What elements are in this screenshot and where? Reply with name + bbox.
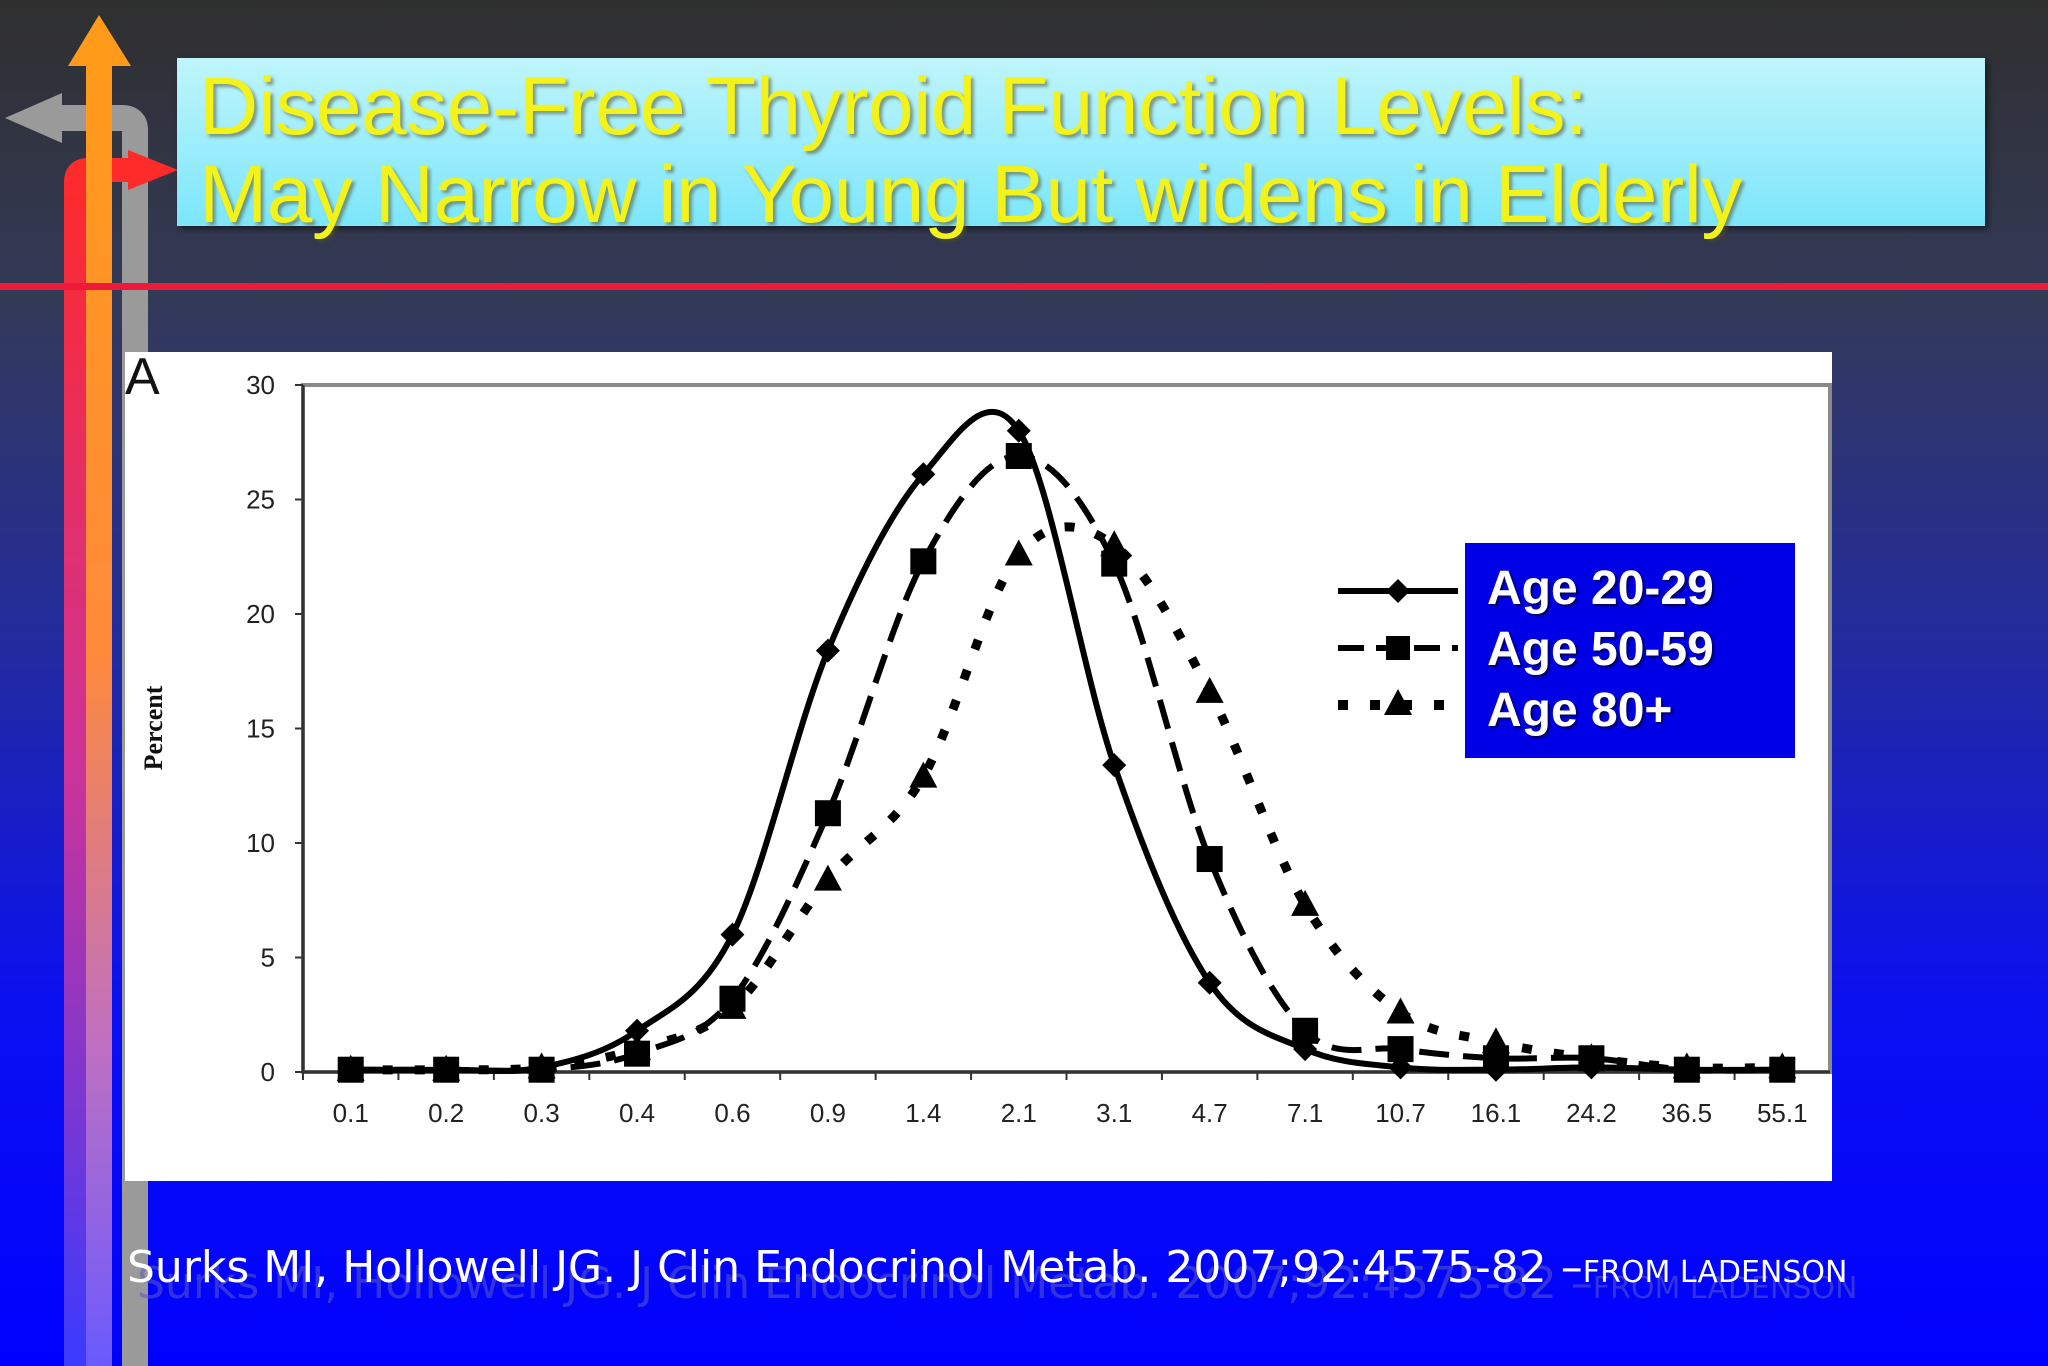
legend-markers xyxy=(1338,579,1458,715)
data-point-square xyxy=(910,548,937,575)
orange-arrow-icon xyxy=(86,62,112,1366)
title-line-1: Disease-Free Thyroid Function Levels: xyxy=(199,61,1588,152)
x-tick-label: 0.9 xyxy=(810,1098,846,1128)
x-tick-label: 16.1 xyxy=(1471,1098,1522,1128)
data-point-triangle xyxy=(623,1034,652,1061)
y-axis-title: Percent xyxy=(139,685,168,770)
title-line-2: May Narrow in Young But widens in Elderl… xyxy=(199,149,1742,240)
data-point-diamond xyxy=(1102,753,1127,778)
data-point-triangle xyxy=(336,1054,365,1081)
y-tick-label: 10 xyxy=(246,828,275,858)
data-point-diamond xyxy=(1388,1055,1413,1080)
y-tick-label: 30 xyxy=(246,370,275,400)
y-tick-label: 20 xyxy=(246,599,275,629)
citation-text: Surks MI, Hollowell JG. J Clin Endocrino… xyxy=(127,1242,1583,1293)
red-rule xyxy=(0,283,2048,290)
data-point-triangle xyxy=(432,1054,461,1081)
data-point-square xyxy=(1005,442,1032,469)
data-point-diamond xyxy=(911,462,936,487)
x-tick-label: 0.4 xyxy=(619,1098,655,1128)
data-point-diamond xyxy=(720,922,745,947)
title-box: Disease-Free Thyroid Function Levels: Ma… xyxy=(177,58,1985,240)
legend-triangle-marker xyxy=(1384,689,1412,715)
gray-arrowhead-icon xyxy=(5,93,62,143)
x-tick-label: 24.2 xyxy=(1566,1098,1617,1128)
x-tick-label: 0.1 xyxy=(333,1098,369,1128)
data-point-triangle xyxy=(909,761,938,788)
x-tick-label: 10.7 xyxy=(1375,1098,1426,1128)
legend-label-age-50-59: Age 50-59 xyxy=(1487,623,1714,676)
citation-shadow: Surks MI, Hollowell JG. J Clin Endocrino… xyxy=(137,1258,1857,1309)
y-tick-label: 15 xyxy=(246,714,275,744)
legend-label-age-80: Age 80+ xyxy=(1487,684,1673,737)
data-point-triangle xyxy=(1004,539,1033,566)
data-point-triangle xyxy=(1577,1043,1606,1070)
gray-arrow-icon xyxy=(62,105,148,1366)
data-point-triangle xyxy=(1291,889,1320,916)
x-tick-label: 4.7 xyxy=(1192,1098,1228,1128)
legend: Age 20-29 Age 50-59 Age 80+ xyxy=(1465,543,1795,758)
x-tick-label: 3.1 xyxy=(1096,1098,1132,1128)
data-point-triangle xyxy=(1672,1052,1701,1079)
data-point-triangle xyxy=(1386,997,1415,1024)
data-point-triangle xyxy=(1100,530,1129,557)
citation-shadow-text: Surks MI, Hollowell JG. J Clin Endocrino… xyxy=(137,1258,1593,1309)
data-point-triangle xyxy=(1481,1027,1510,1054)
data-point-triangle xyxy=(1768,1052,1797,1079)
x-tick-label: 0.6 xyxy=(714,1098,750,1128)
pink-arrowhead-icon xyxy=(128,150,178,190)
data-point-diamond xyxy=(625,1018,650,1043)
x-tick-label: 0.3 xyxy=(524,1098,560,1128)
data-point-diamond xyxy=(815,638,840,663)
x-tick-label: 36.5 xyxy=(1662,1098,1713,1128)
data-point-square xyxy=(1292,1017,1319,1044)
chart-panel: 0 5 10 15 20 25 30 0.1 0.2 0.3 0.4 0.6 0.9 1.4 2.1 3.1 4… xyxy=(125,352,1832,1181)
data-point-triangle xyxy=(1195,676,1224,703)
data-point-diamond xyxy=(1006,418,1031,443)
panel-label: A xyxy=(125,352,160,406)
data-point-triangle xyxy=(718,992,747,1019)
y-tick-label: 5 xyxy=(261,943,275,973)
data-point-triangle xyxy=(813,864,842,891)
citation: Surks MI, Hollowell JG. J Clin Endocrino… xyxy=(127,1242,1847,1293)
data-point-square xyxy=(814,800,841,827)
data-point-diamond xyxy=(1197,970,1222,995)
data-point-square xyxy=(1196,846,1223,873)
citation-from: FROM LADENSON xyxy=(1582,1255,1848,1290)
data-point-square xyxy=(1387,1036,1414,1063)
y-tick-label: 0 xyxy=(261,1057,275,1087)
x-tick-label: 2.1 xyxy=(1001,1098,1037,1128)
citation-shadow-from: FROM LADENSON xyxy=(1592,1271,1858,1306)
legend-square-marker xyxy=(1386,636,1410,660)
legend-diamond-marker xyxy=(1386,579,1410,603)
x-tick-label: 55.1 xyxy=(1757,1098,1808,1128)
data-point-triangle xyxy=(527,1052,556,1079)
x-tick-label: 0.2 xyxy=(428,1098,464,1128)
x-tick-label: 1.4 xyxy=(905,1098,941,1128)
x-tick-label: 7.1 xyxy=(1287,1098,1323,1128)
chart-svg: 0 5 10 15 20 25 30 0.1 0.2 0.3 0.4 0.6 0.9 1.4 2.1 3.1 4… xyxy=(125,352,1832,1128)
legend-label-age-20-29: Age 20-29 xyxy=(1487,562,1714,615)
y-tick-label: 25 xyxy=(246,485,275,515)
orange-arrowhead-icon xyxy=(68,15,131,66)
